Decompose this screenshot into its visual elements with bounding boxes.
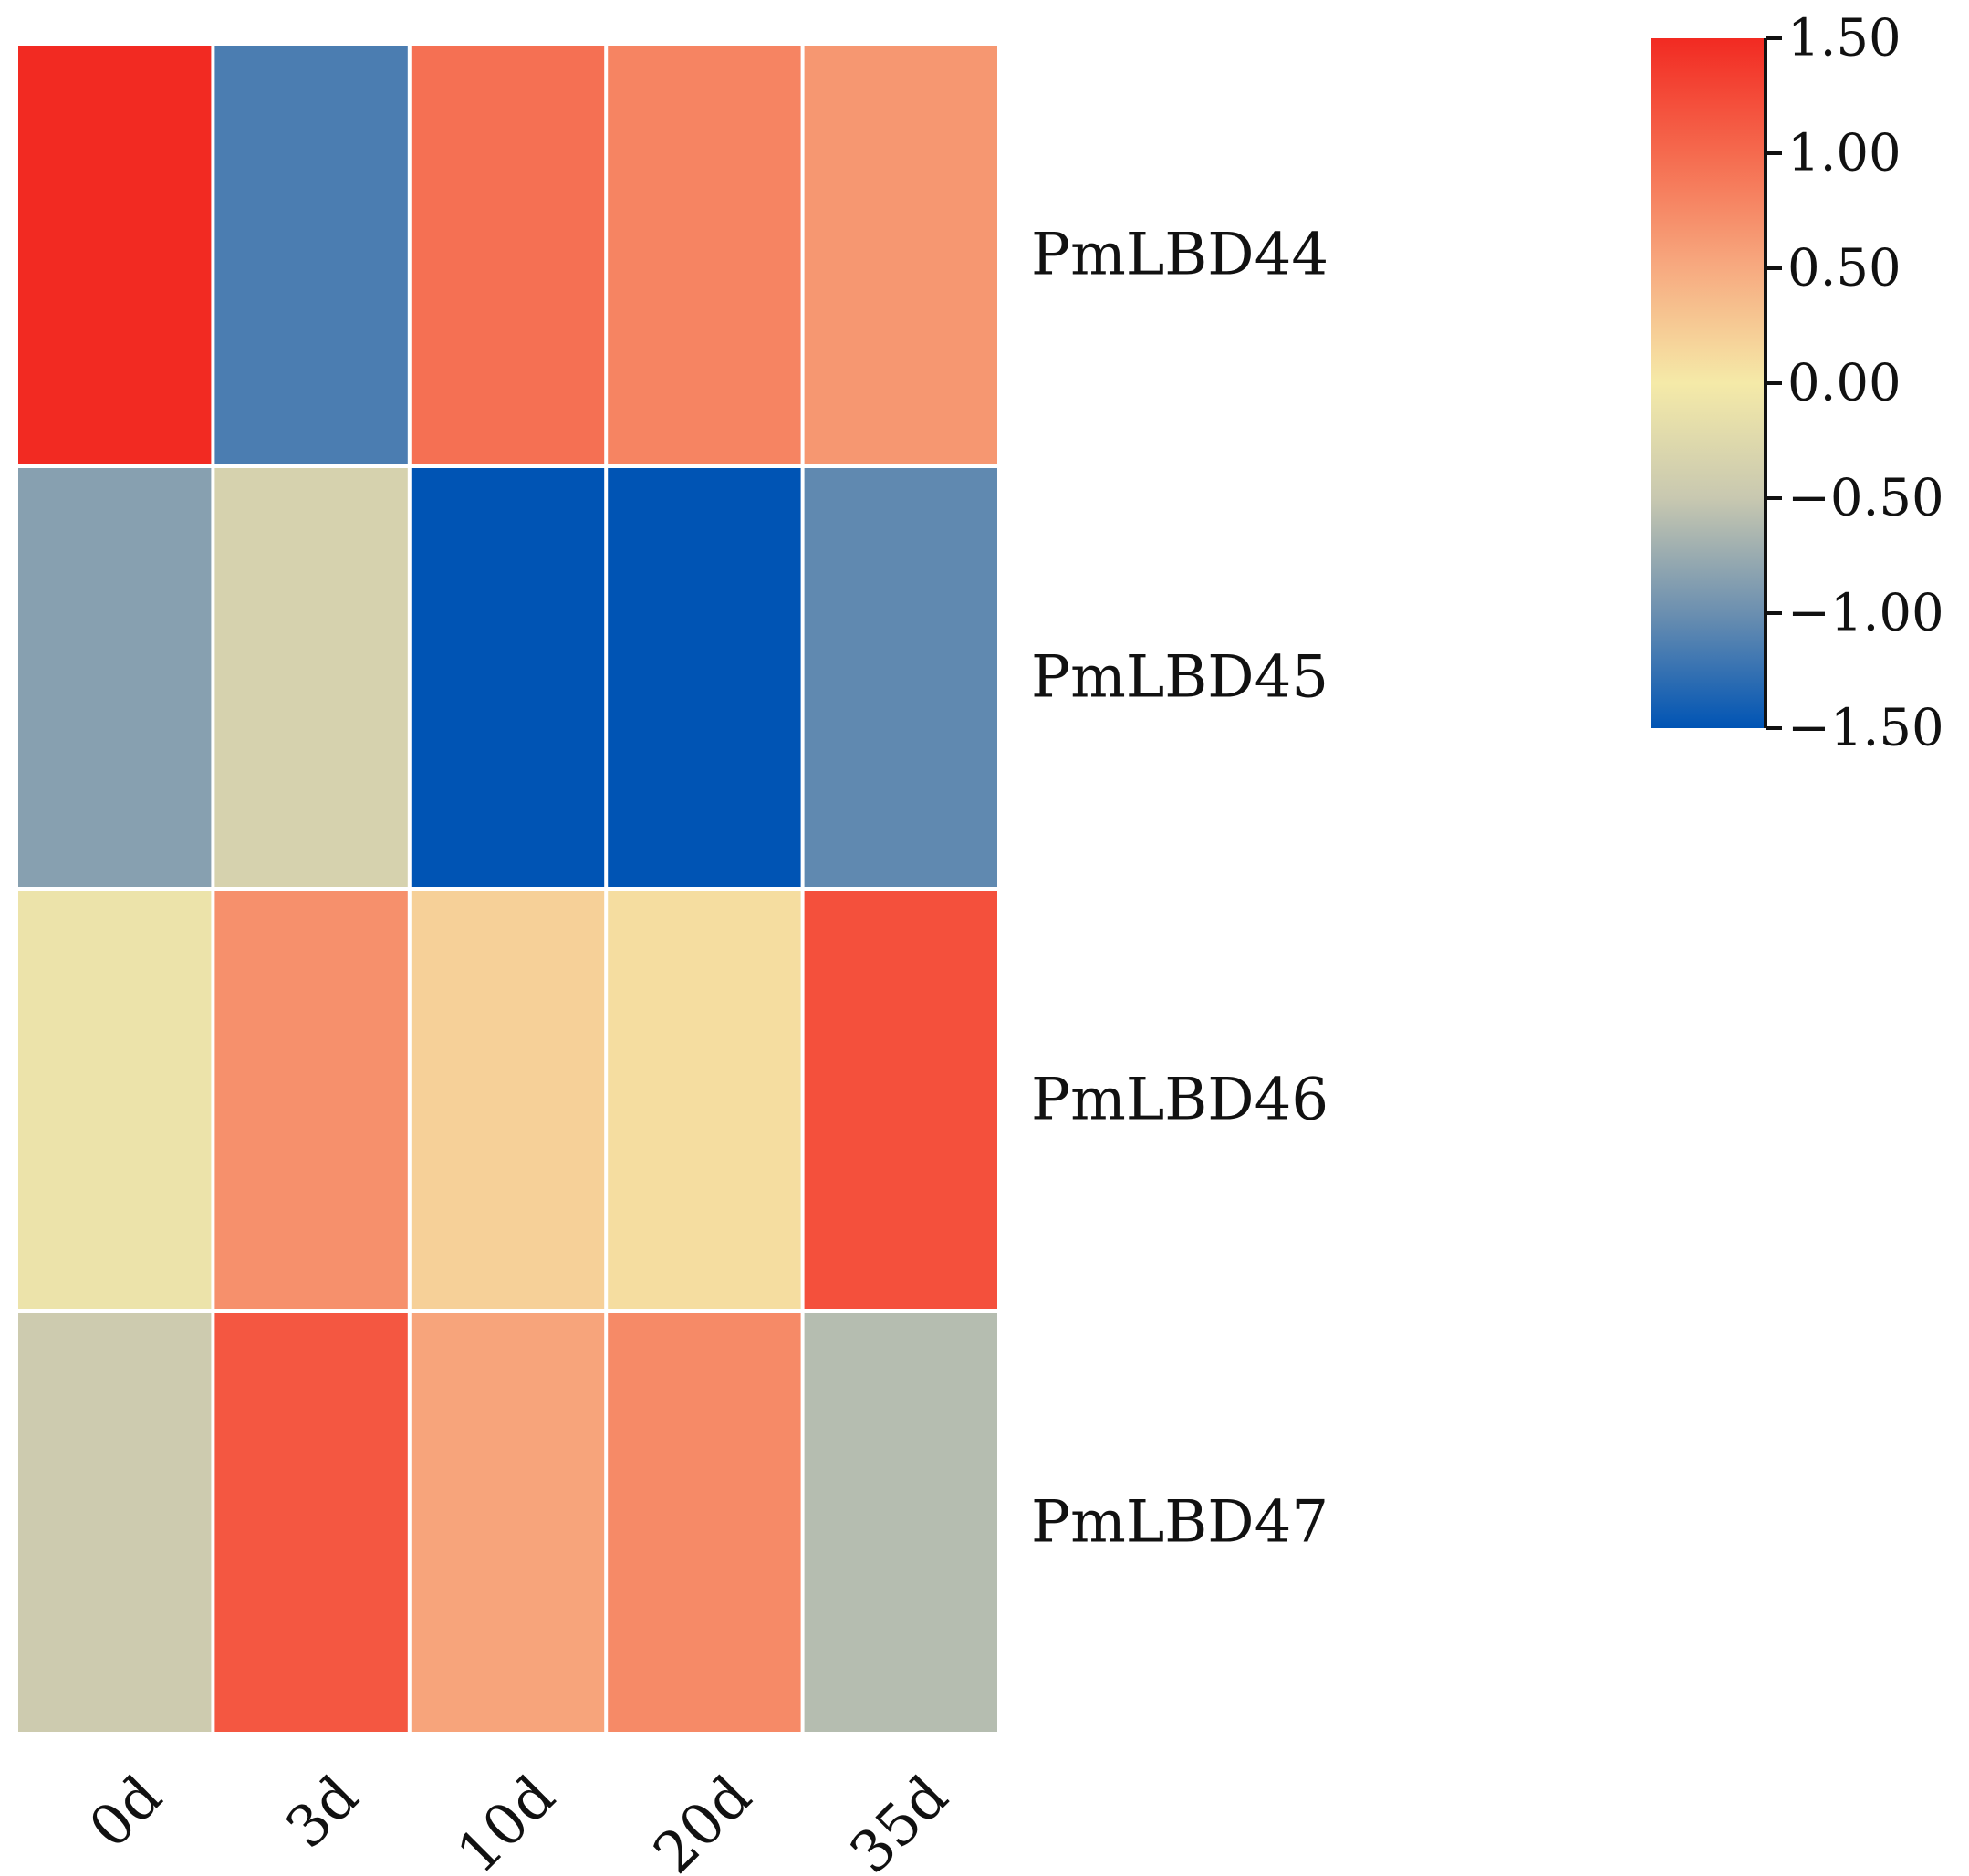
heatmap-cell-PmLBD45-3d [214,468,408,887]
heatmap-cell-PmLBD46-35d [804,891,997,1309]
heatmap-cell-PmLBD47-35d [804,1313,997,1732]
row-label: PmLBD46 [1031,1067,1328,1134]
heatmap-cell-PmLBD44-10d [411,46,605,464]
colorbar-tick-label: −1.00 [1787,584,1944,643]
colorbar-tick-label: 0.00 [1787,354,1901,413]
colorbar-tick-label: 1.50 [1787,9,1901,68]
heatmap-cells [18,46,997,1732]
heatmap-cell-PmLBD47-20d [608,1313,801,1732]
heatmap-cell-PmLBD46-10d [411,891,605,1309]
heatmap-cell-PmLBD47-10d [411,1313,605,1732]
heatmap-cell-PmLBD44-3d [214,46,408,464]
colorbar-gradient [1651,38,1766,728]
heatmap-cell-PmLBD44-35d [804,46,997,464]
row-label: PmLBD47 [1031,1489,1328,1557]
heatmap-cell-PmLBD45-20d [608,468,801,887]
colorbar-tick-label: 0.50 [1787,239,1901,298]
heatmap-cell-PmLBD44-20d [608,46,801,464]
heatmap-cell-PmLBD45-0d [18,468,212,887]
heatmap-cell-PmLBD44-0d [18,46,212,464]
colorbar-tick-label: −1.50 [1787,699,1944,758]
heatmap-cell-PmLBD46-3d [214,891,408,1309]
colorbar: 1.50 1.00 0.50 0.00 −0.50 −1.00 −1.50 [1651,9,1944,758]
heatmap-cell-PmLBD47-3d [214,1313,408,1732]
heatmap-cell-PmLBD46-20d [608,891,801,1309]
colorbar-tick-label: 1.00 [1787,124,1901,183]
row-label: PmLBD44 [1031,222,1328,289]
heatmap-cell-PmLBD45-10d [411,468,605,887]
heatmap-cell-PmLBD45-35d [804,468,997,887]
colorbar-tick-label: −0.50 [1787,469,1944,528]
heatmap-cell-PmLBD47-0d [18,1313,212,1732]
heatmap-cell-PmLBD46-0d [18,891,212,1309]
row-labels: PmLBD44 PmLBD45 PmLBD46 PmLBD47 [1031,222,1328,1557]
row-label: PmLBD45 [1031,644,1328,712]
